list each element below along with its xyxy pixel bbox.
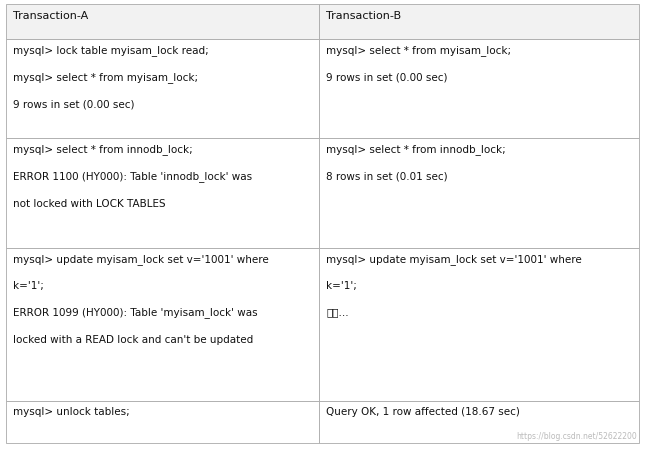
Bar — [319, 401, 639, 443]
Text: mysql> update myisam_lock set v='1001' where

k='1';

ERROR 1099 (HY000): Table : mysql> update myisam_lock set v='1001' w… — [13, 254, 269, 345]
Bar — [6, 4, 319, 39]
Text: Transaction-B: Transaction-B — [326, 11, 401, 21]
Text: https://blog.csdn.net/52622200: https://blog.csdn.net/52622200 — [516, 432, 637, 441]
Text: mysql> select * from innodb_lock;

8 rows in set (0.01 sec): mysql> select * from innodb_lock; 8 rows… — [326, 144, 506, 181]
Bar — [6, 39, 319, 138]
Bar — [6, 138, 319, 248]
Text: mysql> unlock tables;: mysql> unlock tables; — [13, 408, 130, 417]
Text: mysql> select * from innodb_lock;

ERROR 1100 (HY000): Table 'innodb_lock' was

: mysql> select * from innodb_lock; ERROR … — [13, 144, 252, 208]
Text: mysql> select * from myisam_lock;

9 rows in set (0.00 sec): mysql> select * from myisam_lock; 9 rows… — [326, 45, 511, 83]
Bar — [319, 4, 639, 39]
Text: mysql> update myisam_lock set v='1001' where

k='1';

等待...: mysql> update myisam_lock set v='1001' w… — [326, 254, 582, 317]
Bar — [6, 248, 319, 401]
Text: mysql> lock table myisam_lock read;

mysql> select * from myisam_lock;

9 rows i: mysql> lock table myisam_lock read; mysq… — [13, 45, 209, 110]
Bar — [319, 138, 639, 248]
Text: Query OK, 1 row affected (18.67 sec): Query OK, 1 row affected (18.67 sec) — [326, 408, 521, 417]
Bar — [6, 401, 319, 443]
Text: Transaction-A: Transaction-A — [13, 11, 88, 21]
Bar — [319, 39, 639, 138]
Bar — [319, 248, 639, 401]
